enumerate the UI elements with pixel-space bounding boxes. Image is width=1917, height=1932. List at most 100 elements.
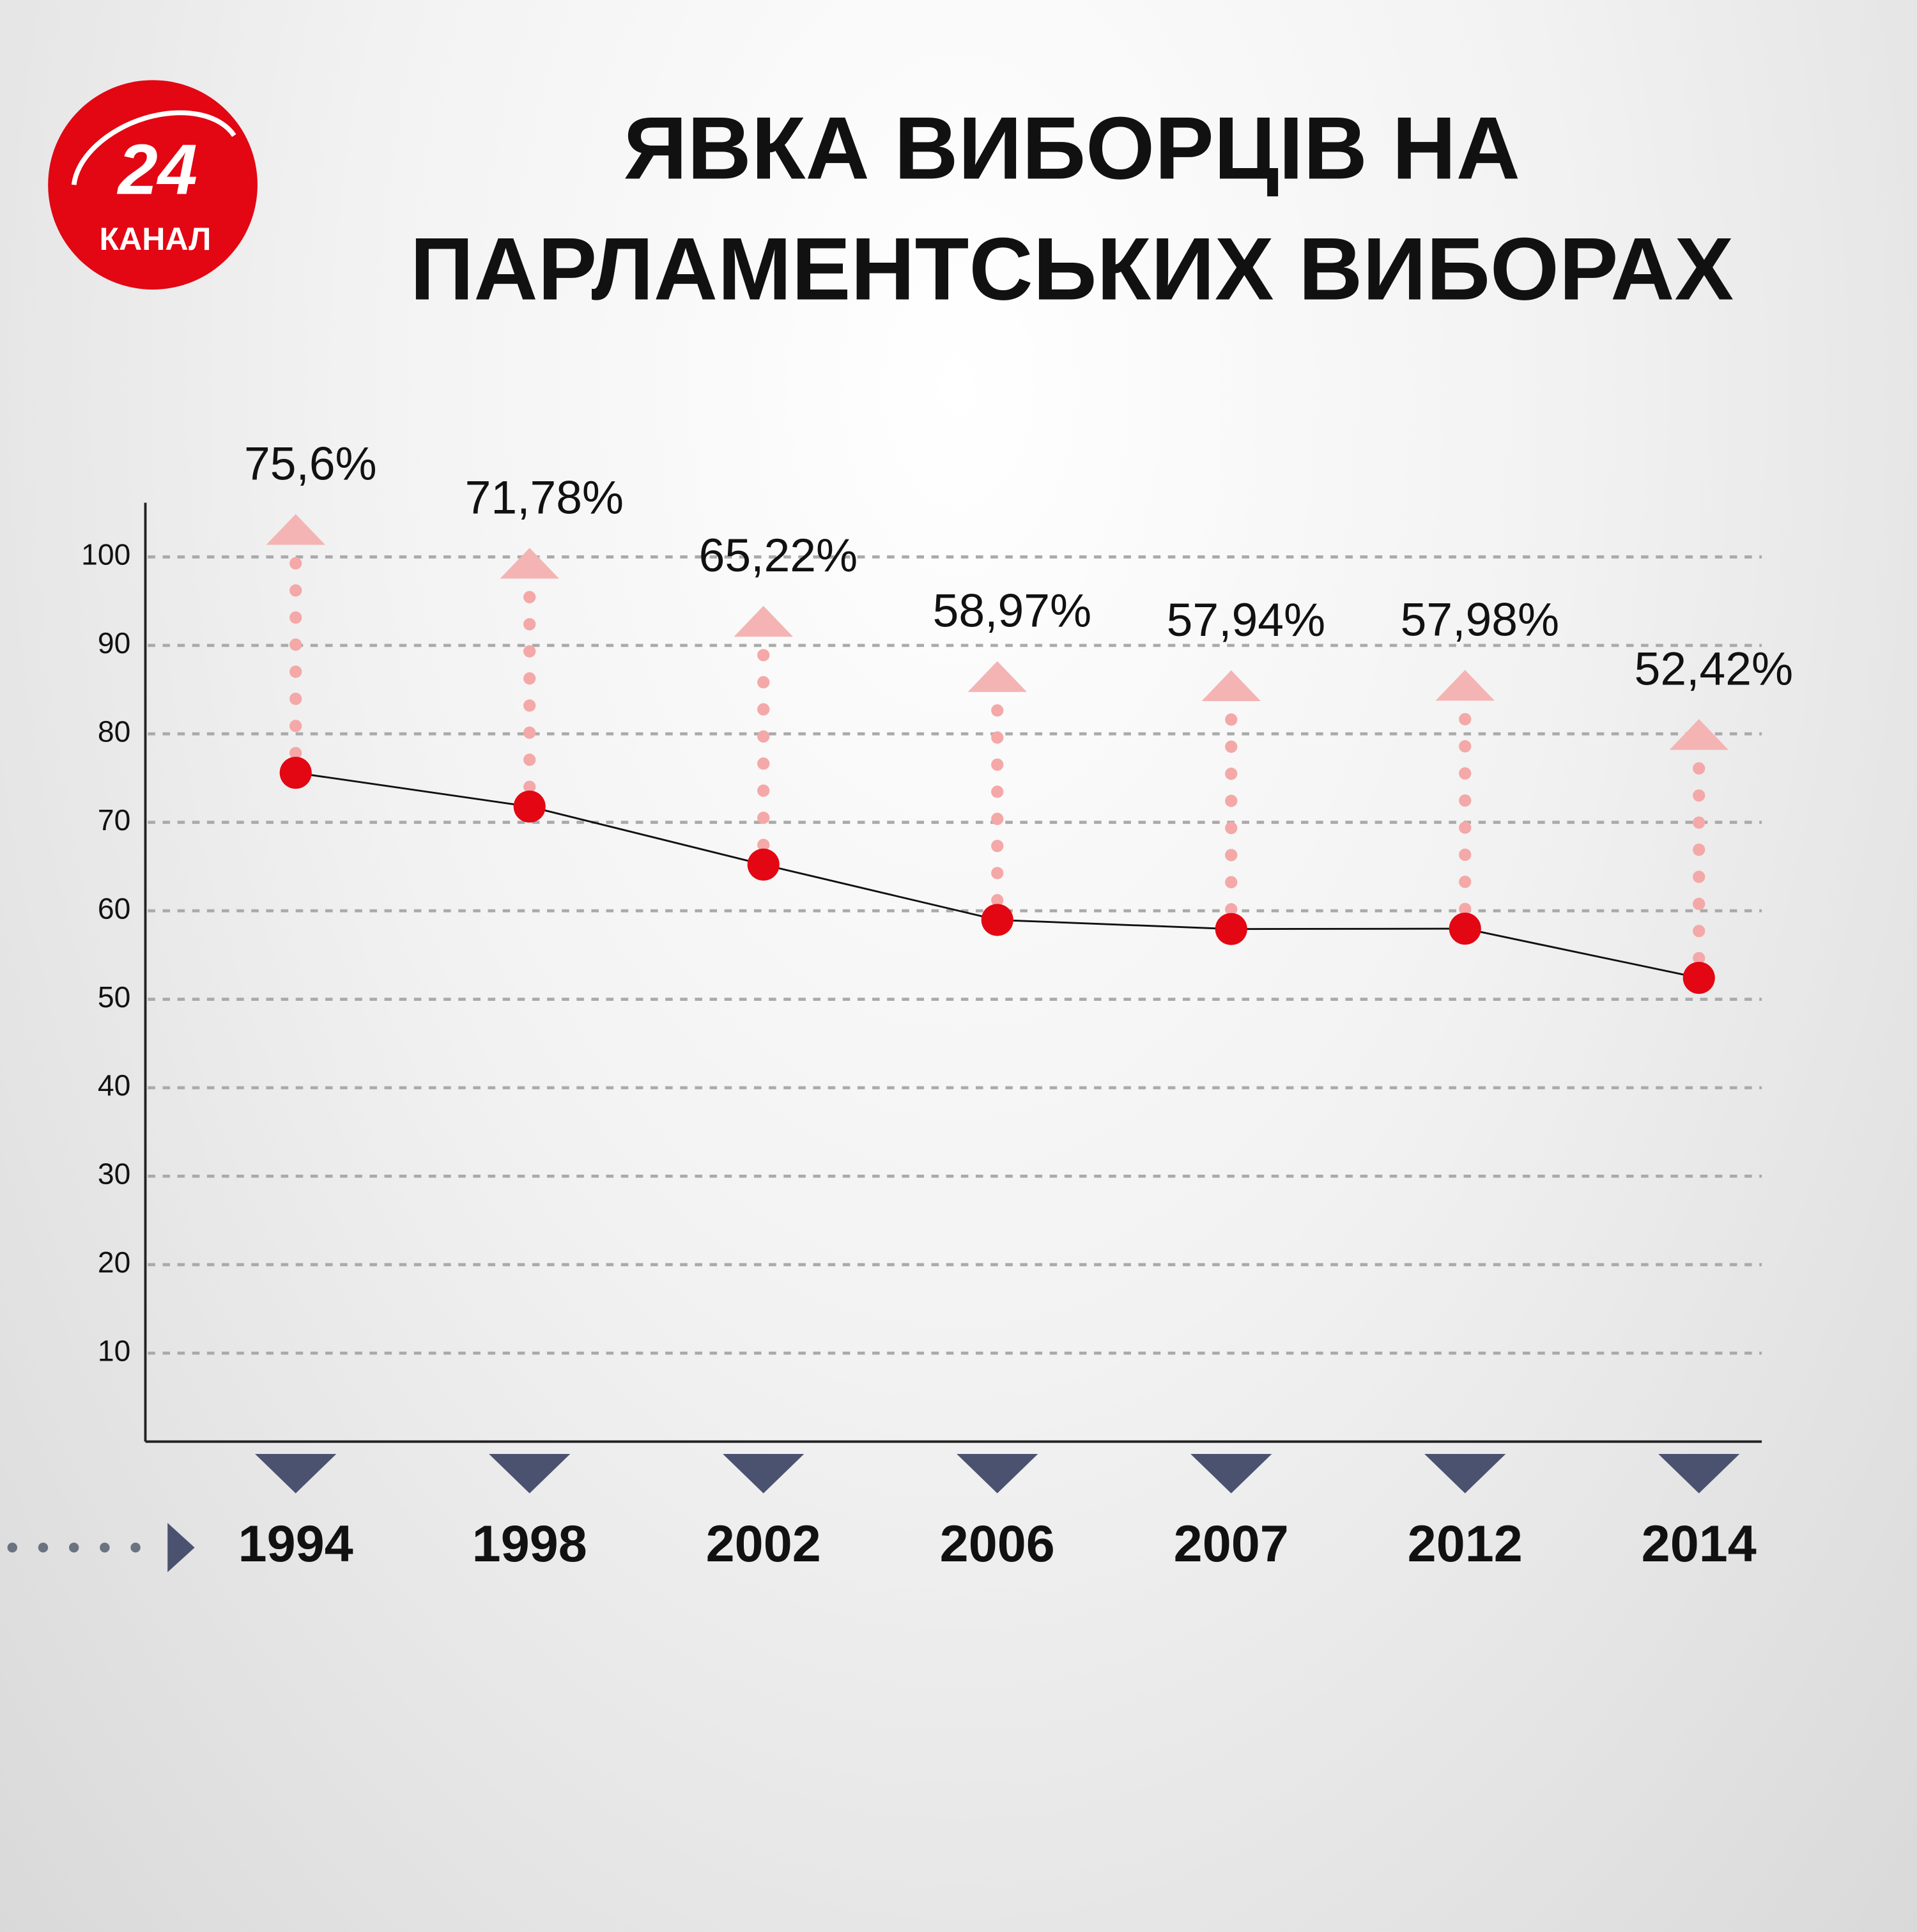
x-tick-arrow: [723, 1453, 805, 1494]
stem-dot: [1459, 876, 1472, 888]
stem-dot: [1225, 876, 1238, 889]
label-arrow: [500, 548, 559, 579]
stem-dot: [757, 703, 770, 716]
stem-dot: [991, 812, 1004, 825]
stem-dot: [1225, 821, 1238, 835]
stem-dot: [289, 720, 302, 732]
stem-dot: [1693, 925, 1705, 938]
stem-dot: [523, 753, 536, 766]
stem-dot: [523, 645, 536, 658]
logo-circle: [48, 80, 258, 290]
label-arrow: [967, 661, 1028, 692]
value-label: 57,98%: [1401, 593, 1559, 645]
stem-dot: [289, 611, 302, 624]
stem-dot: [991, 867, 1004, 879]
x-tick-label: 1994: [238, 1515, 353, 1573]
stem-dot: [523, 726, 536, 739]
stem-dot: [757, 811, 770, 824]
stem-dot: [1225, 849, 1238, 862]
stem-dot: [1225, 768, 1238, 780]
stem-dot: [1459, 767, 1472, 780]
x-tick-label: 1998: [472, 1515, 587, 1573]
stem-dot: [1459, 848, 1472, 862]
value-label: 52,42%: [1635, 642, 1793, 695]
stem-dot: [991, 840, 1004, 853]
x-tick-arrow: [957, 1453, 1038, 1494]
stem-dot: [1693, 870, 1705, 883]
stem-dot: [1225, 713, 1238, 726]
stem-dot: [757, 838, 770, 851]
stem-dot: [1459, 740, 1472, 753]
value-label: 75,6%: [244, 437, 377, 490]
stem-dot: [523, 618, 536, 631]
y-tick-label: 50: [98, 980, 130, 1014]
y-tick-label: 100: [81, 538, 130, 571]
stem-dot: [757, 757, 770, 770]
stem-dot: [523, 591, 536, 603]
value-label: 57,94%: [1167, 594, 1325, 646]
x-tick-label: 2002: [706, 1515, 821, 1573]
stem-dot: [289, 557, 302, 570]
x-tick-arrow: [1190, 1453, 1272, 1494]
point: [1682, 961, 1715, 994]
x-tick-arrow: [489, 1453, 571, 1494]
logo-swoosh: [71, 110, 236, 185]
stem-dot: [991, 731, 1004, 744]
stem-dot: [1459, 902, 1472, 915]
stem-dot: [1459, 821, 1472, 834]
y-tick-label: 30: [98, 1157, 130, 1191]
stem-dot: [1693, 952, 1705, 964]
x-tick-label: 2012: [1408, 1515, 1523, 1573]
x-tick-label: 2006: [940, 1515, 1055, 1573]
point: [1215, 913, 1247, 945]
timeline-arrow: [7, 1522, 195, 1573]
value-label: 71,78%: [465, 471, 624, 523]
stem-dot: [757, 676, 770, 689]
stem-dot: [1225, 740, 1238, 753]
value-label: 65,22%: [699, 529, 858, 582]
point: [513, 790, 546, 823]
stem-dot: [289, 746, 302, 759]
label-arrow: [1201, 670, 1261, 701]
stem-dot: [1693, 762, 1705, 775]
stem-dot: [757, 649, 770, 661]
stem-dot: [289, 692, 302, 706]
stem-dot: [1225, 794, 1238, 807]
stem-dot: [523, 672, 536, 685]
logo-number: 24: [117, 129, 197, 209]
x-tick-arrow: [1424, 1453, 1506, 1494]
stem-dot: [991, 704, 1004, 717]
stem-dot: [757, 784, 770, 797]
stem-dot: [289, 584, 302, 597]
y-tick-label: 60: [98, 892, 130, 925]
stem-dot: [523, 699, 536, 712]
x-tick-label: 2007: [1174, 1515, 1289, 1573]
x-tick-arrow: [255, 1453, 337, 1494]
stem-dot: [1459, 794, 1472, 807]
x-tick-arrow: [1658, 1453, 1740, 1494]
stem-dot: [991, 758, 1004, 771]
point: [747, 848, 780, 881]
stem-dot: [1225, 903, 1238, 916]
stem-dot: [1693, 816, 1705, 829]
y-tick-label: 70: [98, 803, 130, 837]
label-arrow: [734, 606, 794, 637]
x-tick-label: 2014: [1642, 1515, 1757, 1573]
point: [981, 904, 1013, 936]
stem-dot: [991, 893, 1004, 907]
y-tick-label: 80: [98, 715, 130, 748]
chart-title: ЯВКА ВИБОРЦІВ НА ПАРЛАМЕНТСЬКИХ ВИБОРАХ: [410, 100, 1734, 320]
stem-dot: [289, 638, 302, 651]
label-arrow: [1669, 719, 1729, 750]
point: [279, 757, 312, 789]
stem-dot: [1693, 897, 1705, 911]
label-arrow: [266, 514, 325, 545]
y-tick-label: 90: [98, 626, 130, 660]
label-arrow: [1435, 670, 1495, 701]
y-tick-label: 20: [98, 1246, 130, 1279]
stem-dot: [991, 785, 1004, 798]
logo-name: КАНАЛ: [99, 221, 211, 257]
stem-dot: [523, 780, 536, 793]
